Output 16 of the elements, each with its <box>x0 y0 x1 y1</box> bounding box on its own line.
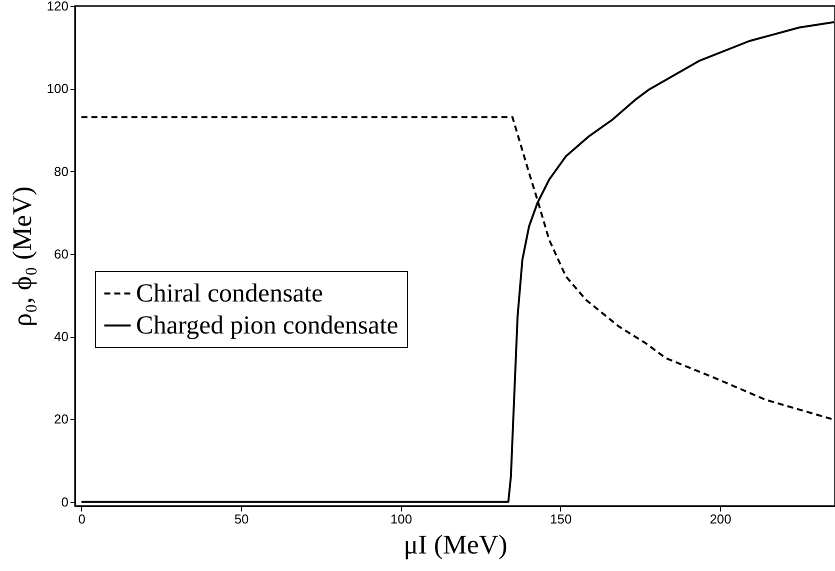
y-tick-label: 40 <box>54 329 68 344</box>
y-tick-label: 0 <box>61 494 68 510</box>
x-tick-label: 200 <box>710 512 732 526</box>
y-tick-label: 60 <box>54 246 68 262</box>
x-tick-label: 0 <box>78 512 86 526</box>
legend-label: Charged pion condensate <box>136 310 398 340</box>
x-tick-label: 100 <box>390 512 412 526</box>
legend-label: Chiral condensate <box>136 278 323 308</box>
x-tick-label: 50 <box>234 512 249 526</box>
y-axis-title: ρ₀, ϕ₀ (MeV) <box>6 186 37 327</box>
y-tick-label: 100 <box>46 81 68 96</box>
x-tick-label: 150 <box>550 512 572 526</box>
y-tick-label: 80 <box>54 164 68 179</box>
y-tick-label: 20 <box>54 412 68 427</box>
x-axis-title: μI (MeV) <box>404 530 508 560</box>
y-tick-label: 120 <box>46 0 68 14</box>
